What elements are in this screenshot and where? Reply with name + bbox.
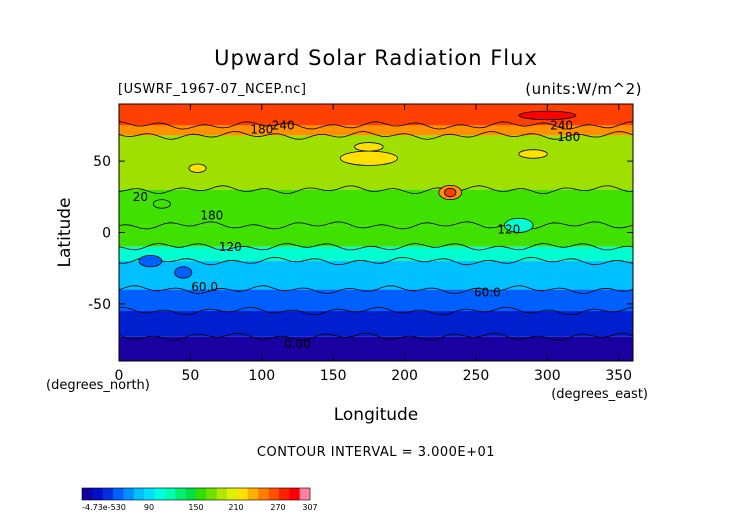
contour-blob (518, 110, 577, 121)
colorbar-swatch (227, 488, 238, 500)
contour-blob (152, 199, 171, 209)
y-unit-label: (degrees_north) (46, 378, 150, 393)
contour-blob (188, 163, 207, 173)
contour-label: 0.00 (284, 337, 311, 351)
contour-line (119, 121, 633, 130)
plot-area (118, 103, 634, 362)
colorbar-swatch (82, 488, 93, 500)
contour-label: 180 (250, 123, 273, 137)
field-band (119, 246, 633, 262)
contour-blob (518, 149, 548, 159)
field-band (119, 189, 633, 226)
contour-label: 180 (200, 208, 223, 222)
contour-interval-label: CONTOUR INTERVAL = 3.000E+01 (256, 445, 496, 460)
contour-line (119, 285, 633, 295)
colorbar: -4.73e-530 90 150 210 270 307 (81, 487, 318, 512)
colorbar-swatch (123, 488, 135, 500)
contour-label: 60.0 (191, 280, 218, 294)
chart-title: Upward Solar Radiation Flux (214, 46, 538, 70)
colorbar-tick-label: 307 (302, 503, 317, 512)
contour-label: 120 (219, 240, 242, 254)
colorbar-swatch (237, 488, 249, 500)
contour-label: 240 (272, 118, 295, 132)
colorbar-swatch (258, 488, 269, 500)
colorbar-swatch (206, 488, 218, 500)
contour-line (119, 185, 633, 195)
units-label: (units:W/m^2) (525, 80, 642, 98)
contour-label: 60.0 (474, 285, 501, 299)
colorbar-tick-label: 270 (270, 503, 285, 512)
contour-blob (504, 217, 534, 233)
contour-label: 20 (133, 190, 148, 204)
colorbar-swatch (164, 488, 176, 500)
axes: 0 50 100 150 200 250 300 350 50 0 -50 Longitude Lati… (46, 104, 648, 425)
y-axis-title: Latitude (55, 198, 75, 268)
colorbar-swatch (247, 488, 259, 500)
colorbar-swatch (299, 488, 311, 500)
field-band (119, 336, 633, 361)
colorbar-swatch (268, 488, 280, 500)
y-tick-label: -50 (88, 297, 111, 313)
y-tick-label: 50 (93, 154, 111, 170)
field-band (119, 289, 633, 312)
x-tick-label: 200 (391, 368, 418, 384)
colorbar-swatch (102, 488, 114, 500)
x-tick-label: 150 (320, 368, 347, 384)
dataset-filename: [USWRF_1967-07_NCEP.nc] (118, 82, 307, 97)
colorbar-swatch (154, 488, 166, 500)
contour-line (119, 332, 633, 341)
contour-line (119, 221, 633, 230)
x-unit-label: (degrees_east) (551, 387, 648, 402)
field-band (119, 261, 633, 290)
colorbar-swatch (289, 488, 300, 500)
contour-blob (444, 187, 457, 198)
x-tick-label: 0 (115, 368, 124, 384)
colorbar-swatch (216, 488, 228, 500)
colorbar-frame (81, 487, 311, 501)
x-tick-label: 250 (463, 368, 490, 384)
x-tick-label: 300 (534, 368, 561, 384)
y-tick-label: 0 (102, 226, 111, 242)
contour-line (119, 256, 633, 266)
colorbar-swatch (196, 488, 207, 500)
contour-label: 120 (497, 223, 520, 237)
colorbar-swatch (133, 488, 145, 500)
x-axis-title: Longitude (334, 405, 419, 425)
contour-blob (138, 254, 163, 268)
colorbar-swatch (278, 488, 290, 500)
contour-line (119, 306, 633, 316)
x-tick-label: 100 (248, 368, 275, 384)
colorbar-swatch (113, 488, 124, 500)
contour-line (119, 243, 633, 251)
colorbar-tick-label: 150 (188, 503, 203, 512)
contour-blob (354, 142, 384, 152)
colorbar-swatch (185, 488, 197, 500)
field-band (119, 104, 633, 126)
colorbar-swatch (175, 488, 186, 500)
contour-label: 180 (557, 130, 580, 144)
contour-label: 240 (550, 118, 573, 132)
colorbar-tick-label: 210 (228, 503, 243, 512)
colorbar-swatch (144, 488, 155, 500)
field-band (119, 311, 633, 337)
field-band (119, 125, 633, 136)
colorbar-tick-label: 90 (144, 503, 154, 512)
colorbar-tick-label: -4.73e-530 (82, 503, 126, 512)
x-tick-label: 350 (605, 368, 632, 384)
x-tick-label: 50 (181, 368, 199, 384)
contour-blob (174, 266, 193, 279)
contour-blob (339, 150, 398, 166)
field-layer (119, 104, 633, 361)
colorbar-swatch (92, 488, 104, 500)
contour-line (119, 131, 633, 140)
field-band (119, 225, 633, 247)
